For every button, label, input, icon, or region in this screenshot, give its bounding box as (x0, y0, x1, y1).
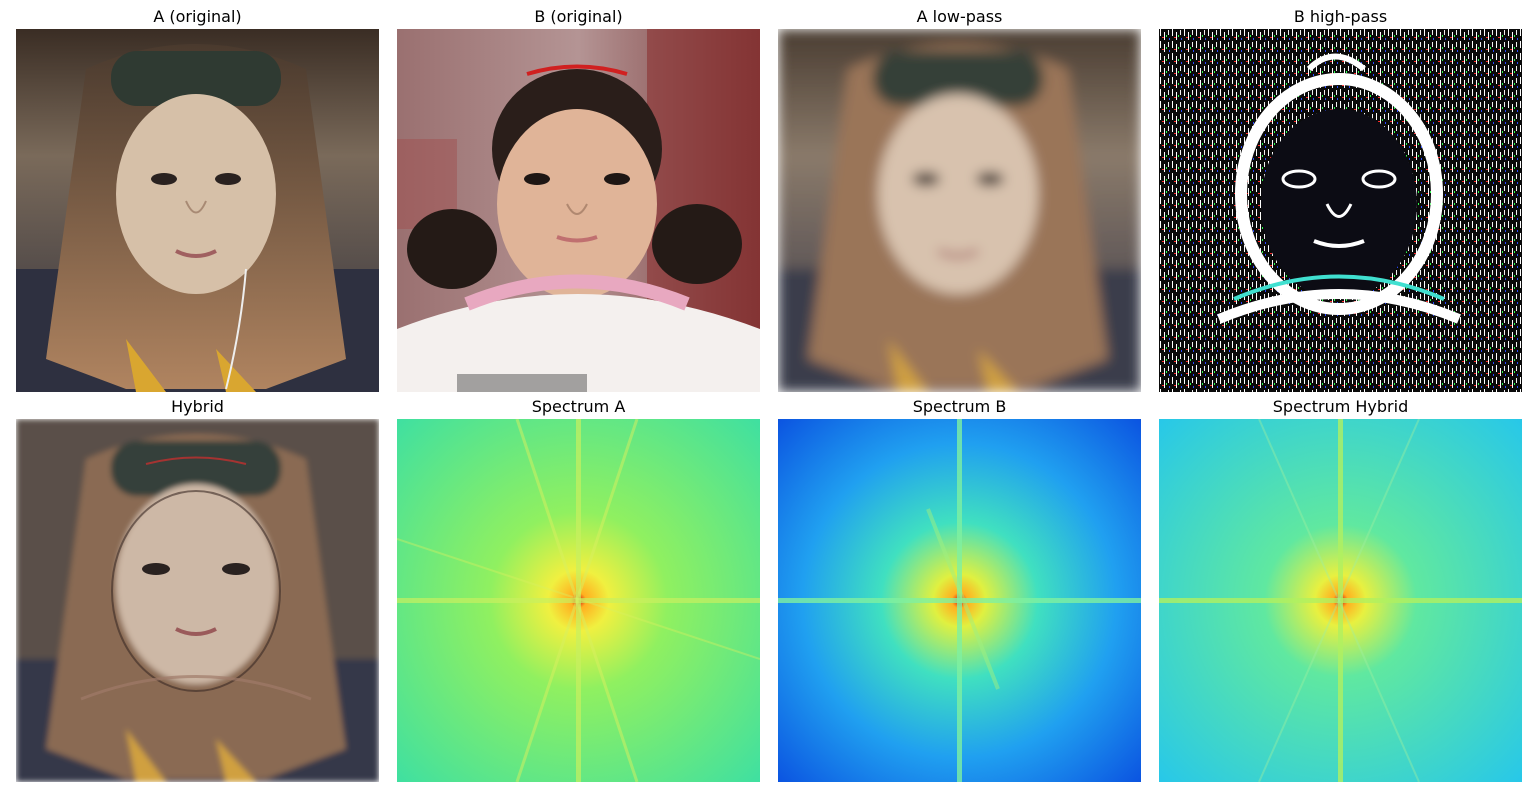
hybrid-photo (16, 419, 379, 782)
b-highpass-image (1159, 29, 1522, 392)
b-original-photo (397, 29, 760, 392)
spectrum-hybrid-image (1159, 419, 1522, 782)
spectrum-b-image (778, 419, 1141, 782)
spectrum-b-plot (778, 419, 1141, 782)
panel-title: B high-pass (1293, 7, 1388, 26)
b-highpass-photo (1159, 29, 1522, 392)
a-lowpass-photo (778, 29, 1141, 392)
panel-title: A low-pass (916, 7, 1003, 26)
a-original-image (16, 29, 379, 392)
spectrum-a-image (397, 419, 760, 782)
a-original-photo (16, 29, 379, 392)
spectrum-hybrid-plot (1159, 419, 1522, 782)
panel-title: Spectrum A (531, 397, 626, 416)
spectrum-a-plot (397, 419, 760, 782)
panel-title: A (original) (153, 7, 242, 26)
panel-title: B (original) (534, 7, 623, 26)
b-original-image (397, 29, 760, 392)
panel-title: Spectrum B (912, 397, 1007, 416)
hybrid-image (16, 419, 379, 782)
panel-title: Spectrum Hybrid (1272, 397, 1409, 416)
panel-title: Hybrid (171, 397, 224, 416)
a-lowpass-image (778, 29, 1141, 392)
